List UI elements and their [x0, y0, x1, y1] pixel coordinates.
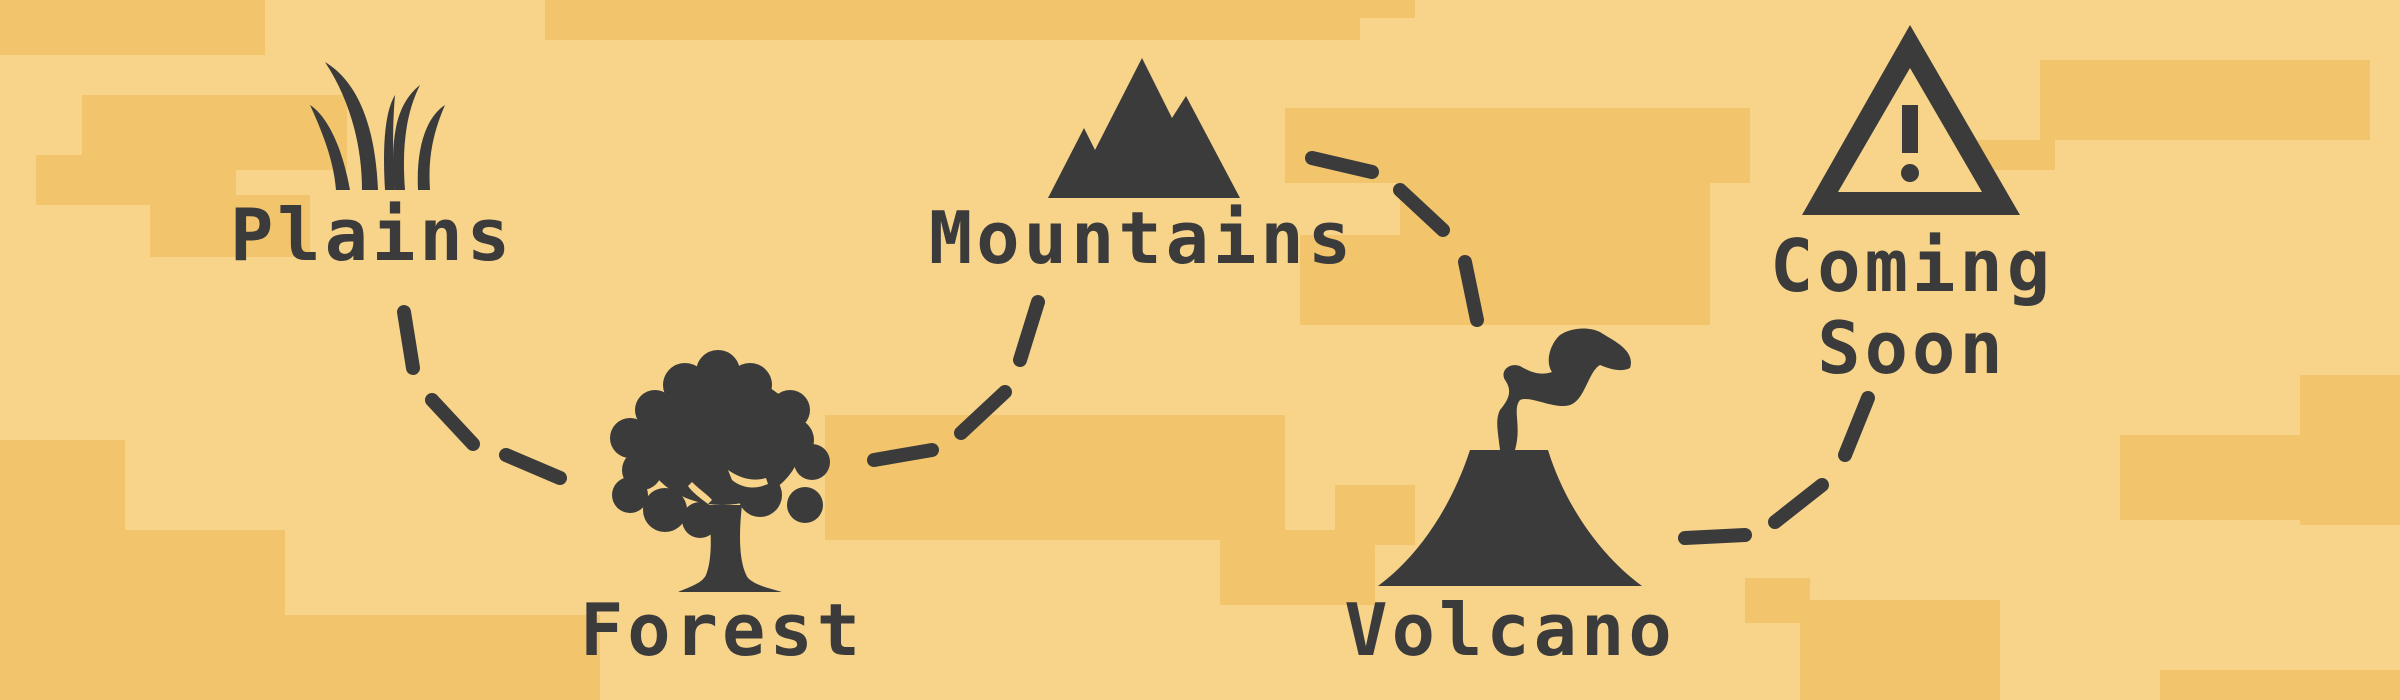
path-segment: [499, 448, 567, 485]
path-segment: [867, 443, 939, 467]
path-segment: [1768, 478, 1829, 529]
path-segment: [1305, 151, 1379, 179]
path-segment: [1678, 528, 1752, 545]
level-label-mountains: Mountains: [928, 196, 1356, 280]
level-label-forest: Forest: [579, 588, 865, 672]
path-segment: [1393, 183, 1450, 237]
path-segment: [954, 385, 1012, 440]
level-label-volcano: Volcano: [1344, 588, 1676, 672]
path-segment: [1838, 391, 1875, 462]
path-segment: [1458, 255, 1484, 327]
path-segment: [397, 305, 420, 375]
path-segment: [425, 393, 480, 451]
path-segment: [1013, 295, 1045, 367]
level-label-coming-soon: Coming Soon: [1769, 224, 2055, 390]
level-label-plains: Plains: [229, 193, 515, 277]
